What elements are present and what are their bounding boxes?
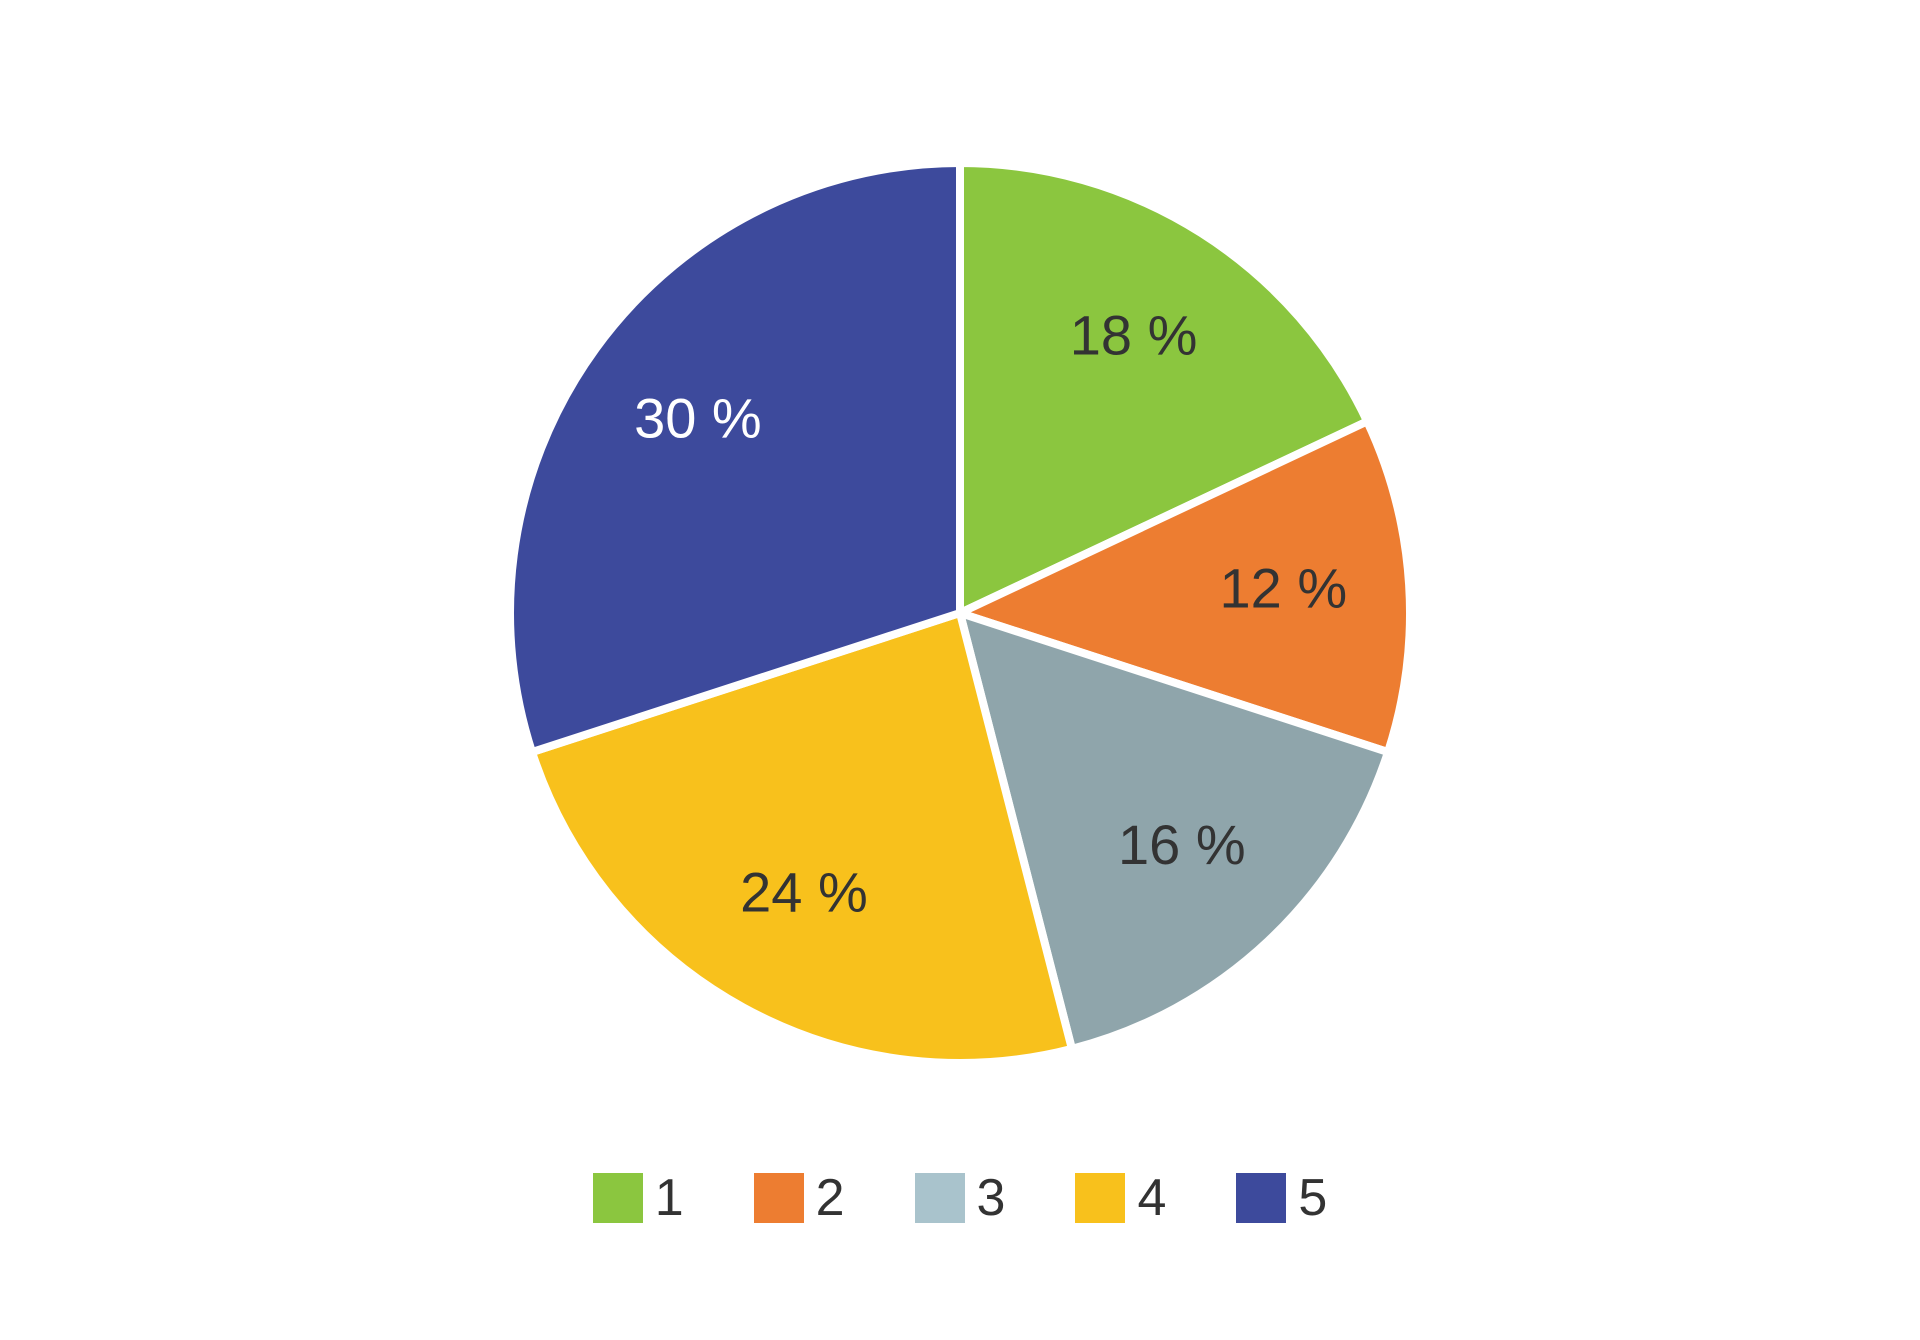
legend-swatch-5 <box>1236 1173 1286 1223</box>
legend-swatch-3 <box>915 1173 965 1223</box>
legend-swatch-4 <box>1075 1173 1125 1223</box>
legend-item-2: 2 <box>754 1168 845 1228</box>
legend: 1 2 3 4 5 <box>360 1168 1560 1228</box>
pie-chart: 18 % 12 % 16 % 24 % 30 % <box>360 113 1560 1113</box>
legend-swatch-2 <box>754 1173 804 1223</box>
legend-label-5: 5 <box>1298 1168 1327 1228</box>
pie-slice-label-4: 24 % <box>740 860 868 923</box>
pie-slice-label-1: 18 % <box>1070 303 1198 366</box>
pie-slice-label-3: 16 % <box>1118 812 1246 875</box>
legend-item-5: 5 <box>1236 1168 1327 1228</box>
legend-item-4: 4 <box>1075 1168 1166 1228</box>
legend-label-3: 3 <box>977 1168 1006 1228</box>
legend-label-1: 1 <box>655 1168 684 1228</box>
legend-item-1: 1 <box>593 1168 684 1228</box>
legend-label-2: 2 <box>816 1168 845 1228</box>
pie-slice-label-5: 30 % <box>634 386 762 449</box>
legend-label-4: 4 <box>1137 1168 1166 1228</box>
pie-slice-label-2: 12 % <box>1220 556 1348 619</box>
pie-chart-container: 18 % 12 % 16 % 24 % 30 % 1 2 3 4 5 <box>360 113 1560 1228</box>
legend-swatch-1 <box>593 1173 643 1223</box>
legend-item-3: 3 <box>915 1168 1006 1228</box>
